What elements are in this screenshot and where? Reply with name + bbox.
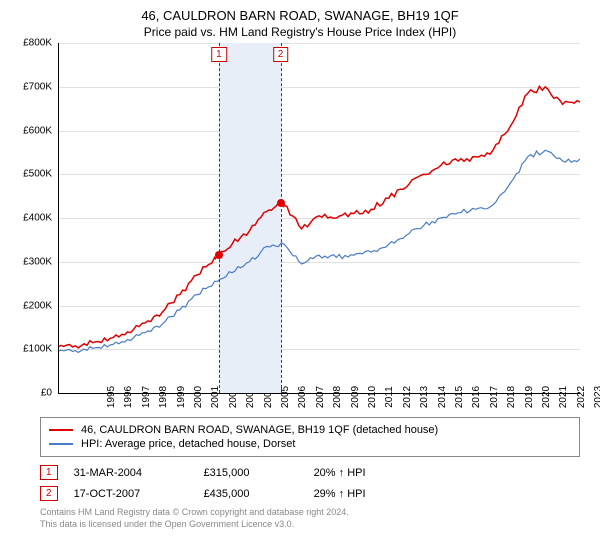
legend-label: HPI: Average price, detached house, Dors… (81, 438, 295, 450)
event-row: 2 17-OCT-2007£435,00029% ↑ HPI (40, 486, 580, 501)
footer-line2: This data is licensed under the Open Gov… (40, 519, 590, 531)
data-point (215, 251, 223, 259)
x-axis-label: 2023 (593, 386, 600, 408)
event-marker-line (281, 43, 282, 393)
event-date: 17-OCT-2007 (74, 488, 204, 500)
event-num: 2 (40, 486, 58, 501)
event-num: 1 (40, 465, 58, 480)
y-axis-label: £800K (10, 38, 52, 49)
legend-swatch (49, 443, 73, 445)
y-axis-label: £700K (10, 81, 52, 92)
legend-row: 46, CAULDRON BARN ROAD, SWANAGE, BH19 1Q… (49, 424, 571, 436)
legend-swatch (49, 429, 73, 431)
legend-label: 46, CAULDRON BARN ROAD, SWANAGE, BH19 1Q… (81, 424, 438, 436)
footer-attribution: Contains HM Land Registry data © Crown c… (40, 507, 590, 530)
data-point (277, 199, 285, 207)
y-axis-label: £0 (10, 388, 52, 399)
chart-container: 46, CAULDRON BARN ROAD, SWANAGE, BH19 1Q… (0, 0, 600, 560)
event-delta: 29% ↑ HPI (314, 488, 414, 500)
event-delta: 20% ↑ HPI (314, 467, 414, 479)
event-marker-label: 1 (211, 47, 227, 62)
chart-area: £0£100K£200K£300K£400K£500K£600K£700K£80… (58, 43, 580, 413)
y-axis-label: £400K (10, 213, 52, 224)
plot-region: £0£100K£200K£300K£400K£500K£600K£700K£80… (58, 43, 580, 393)
events-table: 1 31-MAR-2004£315,00020% ↑ HPI 2 17-OCT-200… (40, 465, 580, 501)
footer-line1: Contains HM Land Registry data © Crown c… (40, 507, 590, 519)
y-axis-label: £100K (10, 344, 52, 355)
legend-row: HPI: Average price, detached house, Dors… (49, 438, 571, 450)
y-axis-label: £200K (10, 300, 52, 311)
chart-subtitle: Price paid vs. HM Land Registry's House … (10, 25, 590, 39)
series-property (58, 86, 580, 348)
y-axis-label: £300K (10, 256, 52, 267)
y-axis-label: £500K (10, 169, 52, 180)
legend: 46, CAULDRON BARN ROAD, SWANAGE, BH19 1Q… (40, 417, 580, 457)
event-marker-line (219, 43, 220, 393)
event-price: £315,000 (204, 467, 314, 479)
y-axis-label: £600K (10, 125, 52, 136)
event-price: £435,000 (204, 488, 314, 500)
y-axis-line (58, 43, 59, 393)
chart-title: 46, CAULDRON BARN ROAD, SWANAGE, BH19 1Q… (10, 8, 590, 23)
event-marker-label: 2 (273, 47, 289, 62)
chart-lines (58, 43, 580, 393)
event-date: 31-MAR-2004 (74, 467, 204, 479)
event-row: 1 31-MAR-2004£315,00020% ↑ HPI (40, 465, 580, 480)
series-hpi (58, 150, 580, 352)
